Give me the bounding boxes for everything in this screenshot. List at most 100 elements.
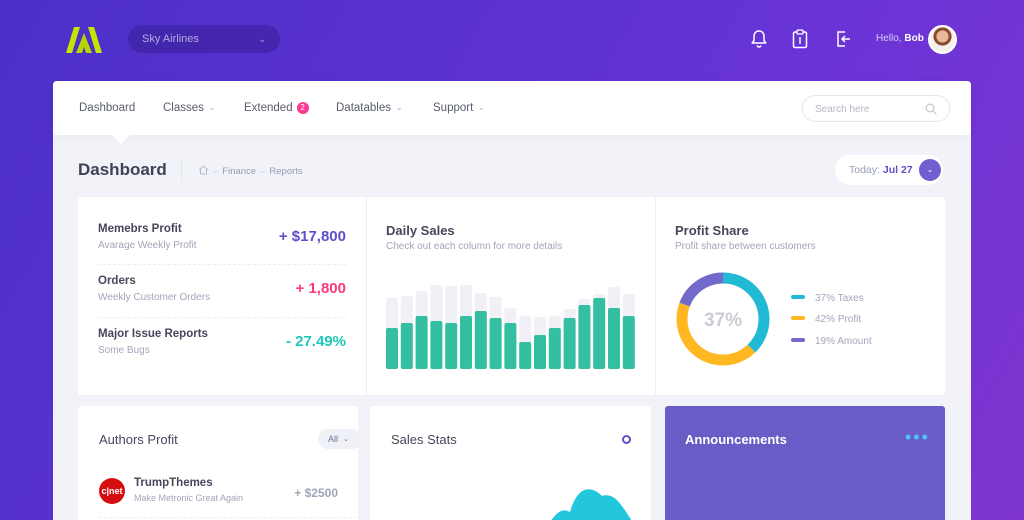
sales-stats-chart <box>551 489 632 520</box>
user-name: Bob <box>904 33 924 44</box>
filter-label: All <box>328 434 339 444</box>
nav-item-datatables[interactable]: Datatables ⌄ <box>336 102 403 114</box>
chevron-down-icon: ⌄ <box>478 103 485 112</box>
today-value: Jul 27 <box>882 164 913 176</box>
profit-share-subtitle: Profit share between customers <box>675 241 816 252</box>
notification-badge: 2 <box>296 102 309 114</box>
options-dot-icon[interactable] <box>622 435 631 444</box>
date-picker[interactable]: Today: Jul 27 ⌄ <box>835 155 943 185</box>
author-name[interactable]: TrumpThemes <box>134 477 213 489</box>
legend-swatch <box>791 338 805 342</box>
logout-icon[interactable] <box>834 29 852 49</box>
search-input[interactable] <box>815 101 915 117</box>
legend-item: 42% Profit <box>791 314 861 325</box>
breadcrumb-item[interactable]: Finance <box>222 166 257 177</box>
nav-item-label: Dashboard <box>79 102 136 114</box>
bar[interactable] <box>548 328 561 369</box>
main-panel: Dashboard Classes ⌄ Extended 2 Datatables ⌄… <box>53 81 971 520</box>
more-options-icon[interactable]: ••• <box>905 427 930 447</box>
chevron-down-icon[interactable]: ⌄ <box>919 159 941 181</box>
row-divider <box>99 517 362 518</box>
org-select-label: Sky Airlines <box>142 33 199 45</box>
logo-icon[interactable] <box>66 27 102 53</box>
legend-label: 37% Taxes <box>815 293 864 304</box>
bar[interactable] <box>460 316 472 369</box>
metric-members-profit: Memebrs Profit Avarage Weekly Profit + $… <box>98 223 346 265</box>
today-label: Today: <box>849 164 880 176</box>
page-title: Dashboard <box>78 160 167 179</box>
chevron-down-icon: ⌄ <box>208 103 216 112</box>
nav-item-label: Datatables <box>336 102 391 114</box>
bar[interactable] <box>578 305 591 369</box>
bar[interactable] <box>593 298 606 369</box>
bar[interactable] <box>504 323 517 369</box>
bar[interactable] <box>519 342 532 369</box>
metric-divider <box>98 317 346 318</box>
breadcrumb-item[interactable]: Reports <box>269 166 303 177</box>
nav-item-extended[interactable]: Extended 2 <box>244 102 309 114</box>
active-nav-pointer <box>112 135 130 144</box>
home-icon[interactable] <box>198 165 209 175</box>
daily-sales-title: Daily Sales <box>386 223 455 238</box>
nav-item-label: Support <box>433 102 474 114</box>
nav-item-dashboard[interactable]: Dashboard <box>79 102 135 114</box>
column-divider <box>655 197 656 395</box>
user-greeting[interactable]: Hello, Bob <box>876 33 924 44</box>
greeting-text: Hello, <box>876 33 902 44</box>
donut-slice[interactable] <box>676 272 770 366</box>
metric-divider <box>98 264 346 265</box>
search-icon[interactable] <box>925 103 937 115</box>
avatar[interactable] <box>928 25 957 54</box>
author-subtitle: Make Metronic Great Again <box>134 493 244 503</box>
metric-value: - 27.49% <box>285 333 346 350</box>
nav-item-support[interactable]: Support ⌄ <box>433 102 485 114</box>
nav-item-label: Classes <box>163 102 204 114</box>
bar[interactable] <box>534 335 546 369</box>
main-nav: Dashboard Classes ⌄ Extended 2 Datatables ⌄… <box>53 81 971 135</box>
metric-title: Major Issue Reports <box>98 328 208 340</box>
sales-stats-card: Sales Stats <box>370 406 651 520</box>
legend-swatch <box>791 295 805 299</box>
legend-item: 19% Amount <box>791 336 872 347</box>
metric-subtitle: Avarage Weekly Profit <box>98 240 197 251</box>
profit-share-chart: 37% <box>676 272 770 366</box>
announcements-title: Announcements <box>685 432 787 447</box>
chevron-down-icon: ⌄ <box>258 34 266 44</box>
search-box <box>802 95 950 122</box>
metric-subtitle: Some Bugs <box>98 345 150 356</box>
bar[interactable] <box>489 318 502 369</box>
bar[interactable] <box>445 323 458 369</box>
bar[interactable] <box>386 328 398 369</box>
daily-sales-chart <box>386 285 635 369</box>
legend-label: 19% Amount <box>815 336 872 347</box>
author-value: + $2500 <box>294 486 338 500</box>
clipboard-icon[interactable] <box>791 29 809 49</box>
metric-subtitle: Weekly Customer Orders <box>98 292 211 303</box>
authors-profit-title: Authors Profit <box>99 432 178 447</box>
stats-card: Memebrs Profit Avarage Weekly Profit + $… <box>78 197 945 395</box>
nav-item-classes[interactable]: Classes ⌄ <box>163 102 216 114</box>
bar[interactable] <box>430 321 443 369</box>
bell-icon[interactable] <box>750 29 768 49</box>
bar[interactable] <box>415 316 428 369</box>
bar[interactable] <box>563 318 576 369</box>
nav-item-label: Extended <box>244 102 293 114</box>
legend-item: 37% Taxes <box>791 293 864 304</box>
donut-slice[interactable] <box>676 272 770 366</box>
bar[interactable] <box>400 323 413 369</box>
metric-title: Orders <box>98 275 136 287</box>
profit-share-title: Profit Share <box>675 223 749 238</box>
column-divider <box>366 197 367 395</box>
authors-filter-select[interactable]: All ⌄ <box>318 429 362 449</box>
bar[interactable] <box>622 316 635 369</box>
chevron-down-icon: ⌄ <box>395 103 403 112</box>
metric-value: + $17,800 <box>278 228 346 245</box>
top-bar: Sky Airlines ⌄ Hello, Bob <box>0 0 1024 80</box>
metric-issue-reports: Major Issue Reports Some Bugs - 27.49% <box>98 328 346 370</box>
org-select[interactable]: Sky Airlines ⌄ <box>128 25 280 53</box>
bar[interactable] <box>608 308 620 369</box>
metric-title: Memebrs Profit <box>98 223 182 235</box>
metric-value: + 1,800 <box>295 280 346 297</box>
bar[interactable] <box>474 311 487 369</box>
legend-swatch <box>791 316 805 320</box>
